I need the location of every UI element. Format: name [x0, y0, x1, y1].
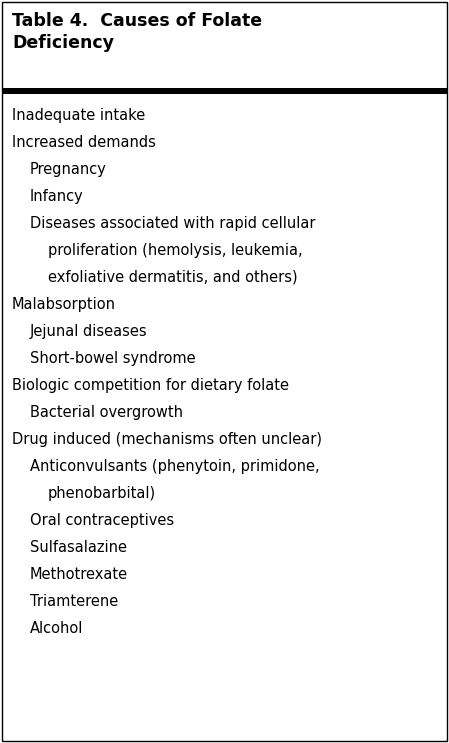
Text: exfoliative dermatitis, and others): exfoliative dermatitis, and others): [48, 270, 298, 285]
Text: Triamterene: Triamterene: [30, 594, 118, 609]
Text: Deficiency: Deficiency: [12, 34, 114, 52]
Text: Pregnancy: Pregnancy: [30, 162, 107, 177]
Text: Biologic competition for dietary folate: Biologic competition for dietary folate: [12, 378, 289, 393]
Text: Anticonvulsants (phenytoin, primidone,: Anticonvulsants (phenytoin, primidone,: [30, 459, 320, 474]
Text: Increased demands: Increased demands: [12, 135, 156, 150]
Text: Table 4.  Causes of Folate: Table 4. Causes of Folate: [12, 12, 262, 30]
Text: phenobarbital): phenobarbital): [48, 486, 156, 501]
Text: Malabsorption: Malabsorption: [12, 297, 116, 312]
Text: Drug induced (mechanisms often unclear): Drug induced (mechanisms often unclear): [12, 432, 322, 447]
Bar: [2, 88, 447, 94]
Text: Sulfasalazine: Sulfasalazine: [30, 540, 127, 555]
Text: Oral contraceptives: Oral contraceptives: [30, 513, 174, 528]
Text: Infancy: Infancy: [30, 189, 84, 204]
Text: Methotrexate: Methotrexate: [30, 567, 128, 582]
Text: Diseases associated with rapid cellular: Diseases associated with rapid cellular: [30, 216, 316, 231]
Text: Jejunal diseases: Jejunal diseases: [30, 324, 148, 339]
Text: proliferation (hemolysis, leukemia,: proliferation (hemolysis, leukemia,: [48, 243, 303, 258]
Text: Inadequate intake: Inadequate intake: [12, 108, 145, 123]
Text: Alcohol: Alcohol: [30, 621, 84, 636]
Text: Short-bowel syndrome: Short-bowel syndrome: [30, 351, 196, 366]
Text: Bacterial overgrowth: Bacterial overgrowth: [30, 405, 183, 420]
